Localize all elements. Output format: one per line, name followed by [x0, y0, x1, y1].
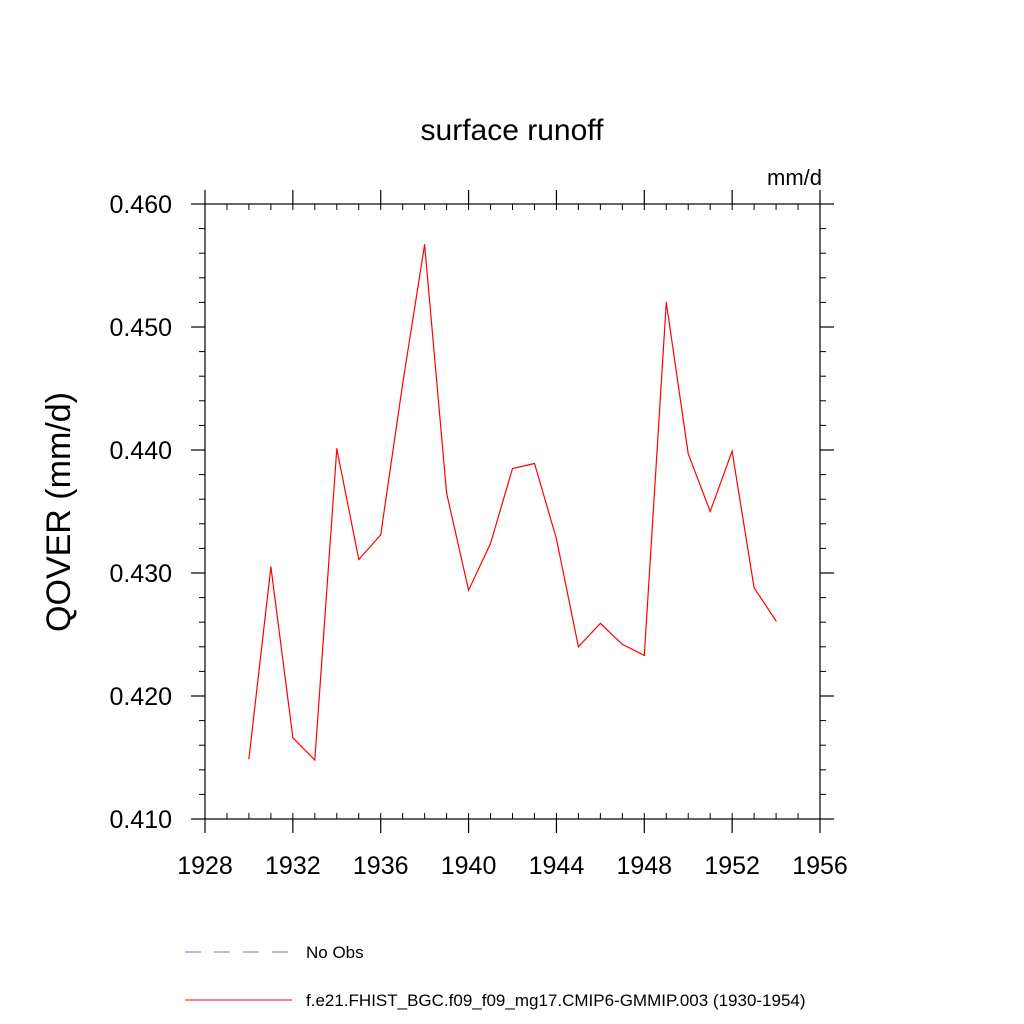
data-point: [687, 453, 689, 455]
data-point: [643, 654, 645, 657]
legend-label: f.e21.FHIST_BGC.f09_f09_mg17.CMIP6-GMMIP…: [306, 991, 806, 1010]
data-point: [467, 589, 470, 591]
data-point: [511, 467, 514, 470]
data-point: [753, 587, 755, 589]
data-point: [424, 243, 426, 246]
y-tick-label: 0.450: [109, 314, 172, 342]
data-point: [314, 759, 316, 761]
x-tick-label: 1944: [529, 852, 585, 880]
data-point: [709, 510, 711, 513]
data-point: [248, 758, 250, 760]
x-tick-label: 1940: [441, 852, 497, 880]
x-tick-label: 1952: [704, 852, 760, 880]
series-line: [248, 244, 777, 762]
data-point: [358, 558, 360, 561]
data-point: [731, 450, 733, 452]
chart-title: surface runoff: [421, 114, 605, 147]
data-point: [533, 462, 536, 465]
y-tick-label: 0.410: [109, 806, 172, 834]
x-tick-label: 1948: [616, 852, 672, 880]
data-point: [336, 448, 338, 450]
x-tick-label: 1932: [265, 852, 321, 880]
y-tick-label: 0.430: [109, 560, 172, 588]
units-label: mm/d: [767, 165, 822, 190]
legend: No Obs f.e21.FHIST_BGC.f09_f09_mg17.CMIP6…: [185, 943, 806, 1010]
x-tick-labels: 1928 1932 1936 1940 1944 1948 1952 1956: [177, 852, 848, 880]
data-point: [292, 737, 294, 739]
data-point: [621, 643, 623, 645]
x-tick-label: 1956: [792, 852, 848, 880]
minor-ticks: [199, 203, 826, 820]
x-tick-label: 1936: [353, 852, 409, 880]
data-point: [555, 537, 558, 540]
data-point: [489, 542, 492, 545]
data-point: [577, 646, 579, 648]
data-point: [270, 566, 272, 568]
plot-frame: [204, 203, 821, 820]
y-axis-label: QOVER (mm/d): [40, 392, 78, 632]
y-tick-label: 0.420: [109, 683, 172, 711]
data-point: [380, 534, 382, 536]
y-tick-labels: 0.410 0.420 0.430 0.440 0.450 0.460: [109, 191, 172, 834]
series-layer: [248, 243, 777, 762]
y-tick-label: 0.460: [109, 191, 172, 219]
x-tick-label: 1928: [177, 852, 233, 880]
legend-label: No Obs: [306, 943, 364, 962]
y-tick-label: 0.440: [109, 437, 172, 465]
data-point: [402, 382, 404, 385]
data-point: [446, 492, 448, 494]
data-point: [599, 622, 601, 625]
data-point: [775, 620, 777, 622]
data-point: [665, 301, 667, 303]
major-ticks: [191, 190, 834, 833]
